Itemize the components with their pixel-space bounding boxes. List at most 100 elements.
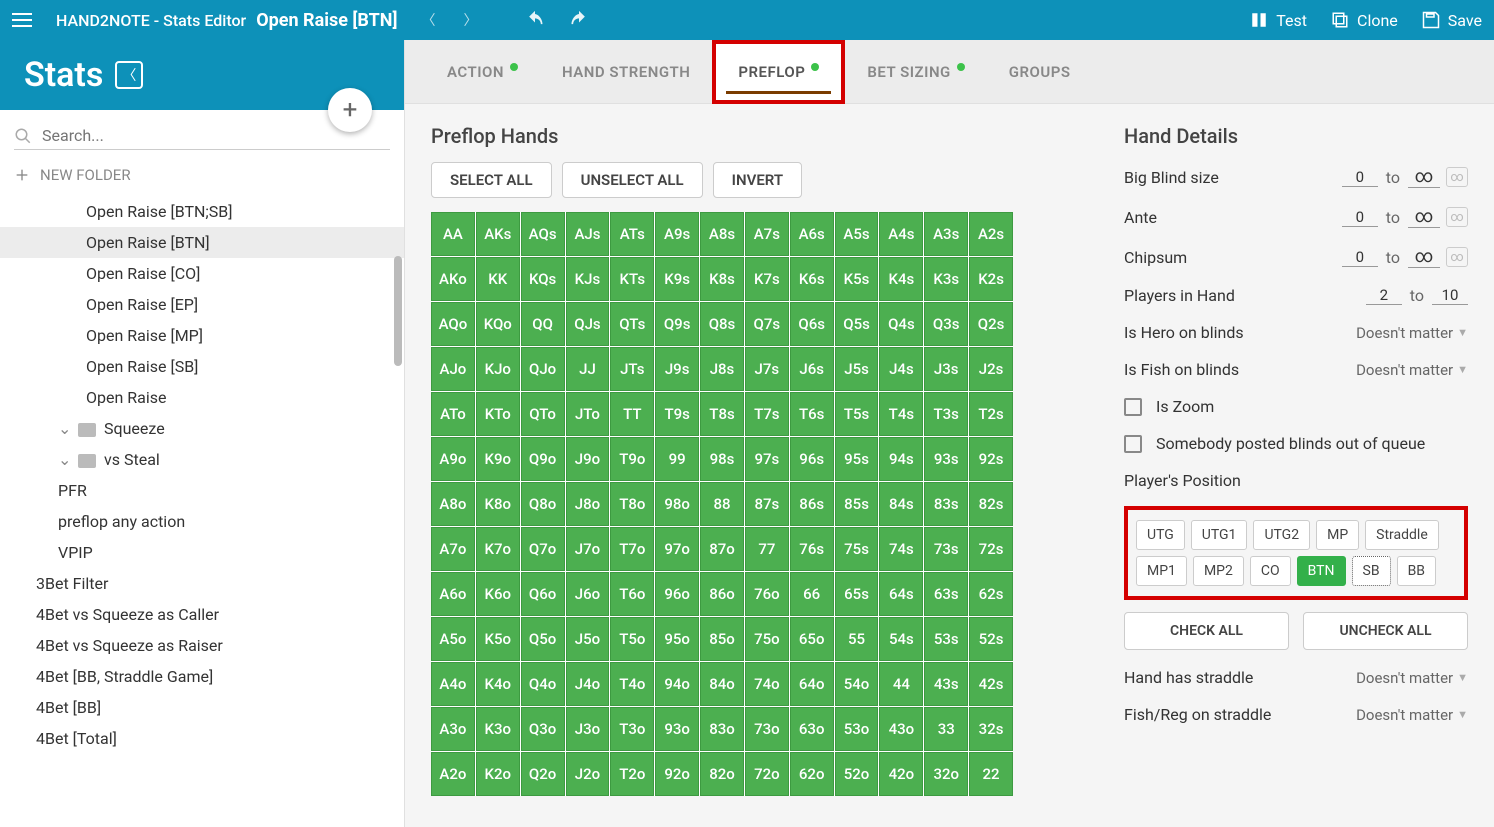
tree-item[interactable]: Open Raise [MP] — [0, 320, 404, 351]
hand-cell[interactable]: A8s — [700, 212, 744, 256]
hand-cell[interactable]: JJ — [566, 347, 610, 391]
hand-cell[interactable]: 98o — [655, 482, 699, 526]
hand-cell[interactable]: 73s — [924, 527, 968, 571]
hand-cell[interactable]: A6s — [790, 212, 834, 256]
hand-cell[interactable]: T3s — [924, 392, 968, 436]
tab-action[interactable]: ACTION — [425, 40, 540, 104]
fish-reg-dropdown[interactable]: Doesn't matter▼ — [1356, 706, 1468, 724]
tree-item[interactable]: Open Raise [CO] — [0, 258, 404, 289]
hand-cell[interactable]: 62o — [790, 752, 834, 796]
hand-cell[interactable]: AKs — [476, 212, 520, 256]
tab-preflop[interactable]: PREFLOP — [712, 40, 845, 104]
hand-cell[interactable]: 83o — [700, 707, 744, 751]
hand-cell[interactable]: A4s — [879, 212, 923, 256]
hand-cell[interactable]: K6s — [790, 257, 834, 301]
hand-cell[interactable]: K4o — [476, 662, 520, 706]
hand-cell[interactable]: ATo — [431, 392, 475, 436]
hand-cell[interactable]: 95s — [835, 437, 879, 481]
unselect-all-button[interactable]: UNSELECT ALL — [562, 162, 703, 198]
hand-cell[interactable]: T4s — [879, 392, 923, 436]
hand-cell[interactable]: 72o — [745, 752, 789, 796]
select-all-button[interactable]: SELECT ALL — [431, 162, 552, 198]
hand-cell[interactable]: A2o — [431, 752, 475, 796]
hand-cell[interactable]: 43o — [879, 707, 923, 751]
tree-item[interactable]: 4Bet vs Squeeze as Caller — [0, 599, 404, 630]
new-folder-button[interactable]: NEW FOLDER — [0, 156, 404, 196]
hand-cell[interactable]: A5o — [431, 617, 475, 661]
hand-cell[interactable]: T7s — [745, 392, 789, 436]
hand-cell[interactable]: T7o — [610, 527, 654, 571]
chipsum-from-input[interactable] — [1342, 248, 1378, 267]
hand-cell[interactable]: 65o — [790, 617, 834, 661]
hand-cell[interactable]: J7s — [745, 347, 789, 391]
hand-cell[interactable]: Q4o — [521, 662, 565, 706]
hand-cell[interactable]: 88 — [700, 482, 744, 526]
hand-cell[interactable]: A4o — [431, 662, 475, 706]
hand-cell[interactable]: 42o — [879, 752, 923, 796]
hand-cell[interactable]: AA — [431, 212, 475, 256]
hand-cell[interactable]: Q3s — [924, 302, 968, 346]
hand-cell[interactable]: A7o — [431, 527, 475, 571]
hand-cell[interactable]: Q8o — [521, 482, 565, 526]
hand-cell[interactable]: 98s — [700, 437, 744, 481]
hand-cell[interactable]: 96o — [655, 572, 699, 616]
position-utg2[interactable]: UTG2 — [1253, 520, 1310, 550]
hand-cell[interactable]: K5o — [476, 617, 520, 661]
hand-cell[interactable]: T2o — [610, 752, 654, 796]
hand-cell[interactable]: J2o — [566, 752, 610, 796]
hand-cell[interactable]: 76o — [745, 572, 789, 616]
undo-icon[interactable] — [525, 10, 545, 30]
clone-button[interactable]: Clone — [1331, 11, 1398, 30]
tree-item[interactable]: Open Raise [SB] — [0, 351, 404, 382]
position-co[interactable]: CO — [1250, 556, 1291, 586]
position-straddle[interactable]: Straddle — [1365, 520, 1439, 550]
add-button[interactable]: + — [328, 88, 372, 132]
position-mp[interactable]: MP — [1316, 520, 1359, 550]
hand-cell[interactable]: QJo — [521, 347, 565, 391]
hand-cell[interactable]: 84o — [700, 662, 744, 706]
hand-cell[interactable]: J5s — [835, 347, 879, 391]
hand-cell[interactable]: Q2s — [969, 302, 1013, 346]
hand-cell[interactable]: 94s — [879, 437, 923, 481]
position-mp1[interactable]: MP1 — [1136, 556, 1187, 586]
hand-cell[interactable]: 94o — [655, 662, 699, 706]
hand-cell[interactable]: KK — [476, 257, 520, 301]
hand-cell[interactable]: K4s — [879, 257, 923, 301]
hand-cell[interactable]: JTo — [566, 392, 610, 436]
hand-cell[interactable]: J4o — [566, 662, 610, 706]
hand-cell[interactable]: TT — [610, 392, 654, 436]
hand-cell[interactable]: 86s — [790, 482, 834, 526]
hand-cell[interactable]: A3s — [924, 212, 968, 256]
infinity-icon[interactable]: ∞ — [1446, 207, 1468, 227]
zoom-checkbox[interactable] — [1124, 398, 1142, 416]
hand-cell[interactable]: KJs — [566, 257, 610, 301]
hand-cell[interactable]: T4o — [610, 662, 654, 706]
hand-cell[interactable]: 75o — [745, 617, 789, 661]
hand-cell[interactable]: T5s — [835, 392, 879, 436]
tree-item[interactable]: 4Bet vs Squeeze as Raiser — [0, 630, 404, 661]
hero-blinds-dropdown[interactable]: Doesn't matter▼ — [1356, 324, 1468, 342]
hand-cell[interactable]: 66 — [790, 572, 834, 616]
menu-icon[interactable] — [12, 8, 36, 32]
hand-cell[interactable]: 54s — [879, 617, 923, 661]
infinity-icon[interactable]: ∞ — [1446, 247, 1468, 267]
hand-cell[interactable]: Q7s — [745, 302, 789, 346]
hand-cell[interactable]: 77 — [745, 527, 789, 571]
hand-cell[interactable]: A7s — [745, 212, 789, 256]
tree-item[interactable]: ⌄vs Steal — [0, 444, 404, 475]
tree-item[interactable]: Open Raise [EP] — [0, 289, 404, 320]
bb-from-input[interactable] — [1342, 168, 1378, 187]
uncheck-all-button[interactable]: UNCHECK ALL — [1303, 612, 1468, 650]
hand-cell[interactable]: Q2o — [521, 752, 565, 796]
hand-cell[interactable]: A3o — [431, 707, 475, 751]
hand-cell[interactable]: T9s — [655, 392, 699, 436]
hand-cell[interactable]: 53o — [835, 707, 879, 751]
hand-cell[interactable]: AQs — [521, 212, 565, 256]
tree-item[interactable]: 4Bet [BB, Straddle Game] — [0, 661, 404, 692]
hand-cell[interactable]: 53s — [924, 617, 968, 661]
nav-next-icon[interactable]: 〉 — [463, 10, 477, 30]
tree-item[interactable]: VPIP — [0, 537, 404, 568]
hand-cell[interactable]: K9s — [655, 257, 699, 301]
hand-cell[interactable]: 52o — [835, 752, 879, 796]
hand-cell[interactable]: A9s — [655, 212, 699, 256]
